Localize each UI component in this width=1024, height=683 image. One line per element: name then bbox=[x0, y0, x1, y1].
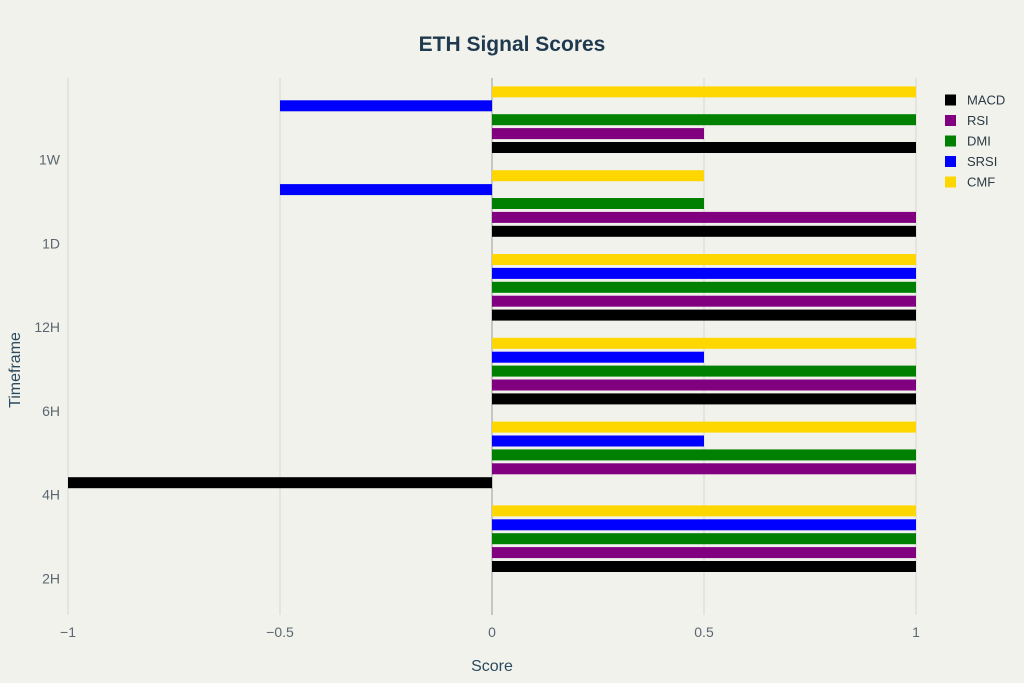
x-axis-title: Score bbox=[471, 658, 513, 675]
legend-swatch bbox=[945, 135, 956, 147]
legend-label: DMI bbox=[967, 134, 991, 149]
x-tick-labels: −1 −0.5 0 0.5 1 bbox=[60, 624, 920, 640]
y-tick-label: 2H bbox=[42, 571, 60, 587]
bar bbox=[492, 337, 916, 349]
chart-title: ETH Signal Scores bbox=[419, 33, 606, 56]
bar bbox=[492, 225, 916, 237]
legend-swatch bbox=[945, 115, 956, 126]
x-tick-label: 1 bbox=[912, 624, 920, 640]
y-tick-label: 6H bbox=[42, 403, 60, 419]
legend-swatch bbox=[945, 94, 956, 106]
bar bbox=[492, 435, 704, 447]
bar bbox=[280, 184, 492, 196]
bar bbox=[492, 309, 916, 321]
y-tick-label: 12H bbox=[34, 319, 60, 335]
bar bbox=[492, 393, 916, 405]
bar bbox=[492, 449, 916, 461]
legend-label: RSI bbox=[967, 113, 989, 128]
bar bbox=[492, 170, 704, 182]
bar bbox=[280, 100, 492, 112]
bar bbox=[492, 128, 704, 140]
legend-label: CMF bbox=[967, 175, 995, 190]
legend-label: MACD bbox=[967, 93, 1005, 108]
bar bbox=[492, 114, 916, 126]
y-tick-label: 1W bbox=[39, 152, 61, 168]
y-tick-label: 1D bbox=[42, 235, 60, 251]
x-tick-label: −0.5 bbox=[266, 624, 294, 640]
bar bbox=[492, 351, 704, 363]
bar bbox=[492, 463, 916, 475]
bar bbox=[492, 254, 916, 265]
bar bbox=[492, 519, 916, 531]
bar bbox=[492, 547, 916, 559]
bar bbox=[492, 421, 916, 433]
legend-swatch bbox=[945, 156, 956, 167]
bar bbox=[492, 533, 916, 545]
bar bbox=[492, 561, 916, 572]
legend: MACD RSI DMI SRSI CMF bbox=[945, 93, 1005, 190]
bar bbox=[492, 142, 916, 153]
bar bbox=[492, 505, 916, 517]
y-tick-label: 4H bbox=[42, 487, 60, 503]
bar bbox=[492, 365, 916, 377]
bar bbox=[492, 281, 916, 293]
legend-label: SRSI bbox=[967, 154, 997, 169]
bar bbox=[492, 379, 916, 391]
bar bbox=[68, 477, 492, 489]
bar bbox=[492, 295, 916, 307]
y-tick-labels: 2H 4H 6H 12H 1D 1W bbox=[34, 152, 60, 587]
bar bbox=[492, 211, 916, 223]
bar bbox=[492, 267, 916, 279]
x-tick-label: 0 bbox=[488, 624, 496, 640]
x-tick-label: −1 bbox=[60, 624, 76, 640]
y-axis-title: Timeframe bbox=[7, 332, 24, 408]
legend-swatch bbox=[945, 176, 956, 188]
bar bbox=[492, 198, 704, 209]
bars bbox=[68, 86, 916, 572]
x-tick-label: 0.5 bbox=[694, 624, 714, 640]
bar bbox=[492, 86, 916, 98]
